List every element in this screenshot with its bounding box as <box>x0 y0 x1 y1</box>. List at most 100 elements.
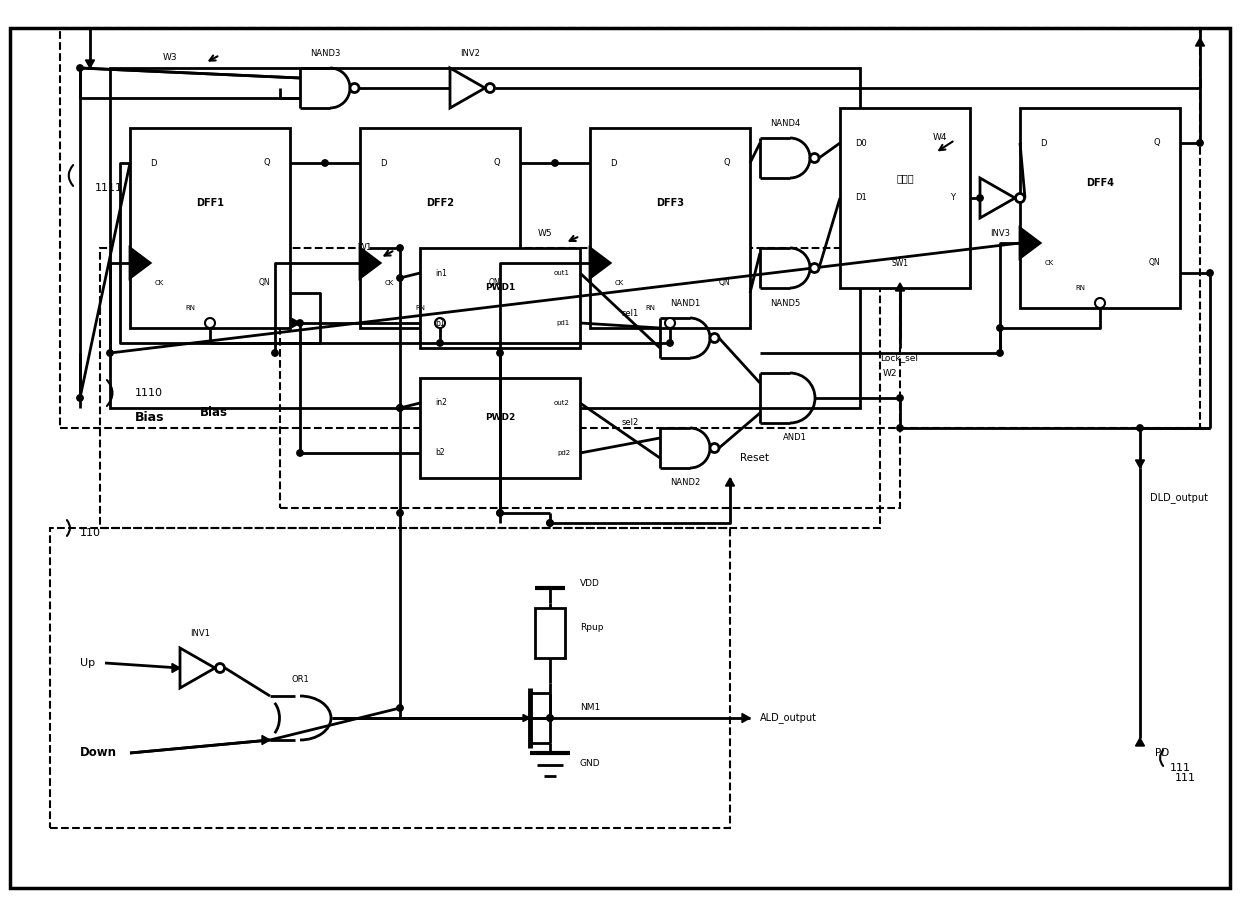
Text: sel1: sel1 <box>621 309 639 318</box>
Text: INV3: INV3 <box>990 229 1011 238</box>
Circle shape <box>667 340 673 346</box>
Circle shape <box>547 715 553 721</box>
Circle shape <box>547 519 553 527</box>
Text: in2: in2 <box>435 399 446 408</box>
Circle shape <box>205 318 215 328</box>
Text: NM1: NM1 <box>580 704 600 713</box>
Text: D: D <box>379 159 387 167</box>
Circle shape <box>497 509 503 517</box>
Circle shape <box>296 449 304 456</box>
Text: 1110: 1110 <box>135 388 162 398</box>
Text: VDD: VDD <box>580 578 600 587</box>
Polygon shape <box>86 60 94 68</box>
Text: PWD1: PWD1 <box>485 283 515 292</box>
Text: NAND4: NAND4 <box>770 119 800 127</box>
Circle shape <box>897 395 903 401</box>
Text: Q: Q <box>494 159 500 167</box>
Circle shape <box>397 705 403 711</box>
Text: NAND1: NAND1 <box>670 299 701 308</box>
Circle shape <box>497 350 503 356</box>
Text: CK: CK <box>384 280 394 286</box>
Text: D1: D1 <box>856 193 867 202</box>
Text: D0: D0 <box>856 139 867 147</box>
Bar <box>839 108 970 288</box>
Text: SW1: SW1 <box>892 259 909 268</box>
Circle shape <box>810 263 818 272</box>
Polygon shape <box>725 478 734 486</box>
Text: Y: Y <box>950 193 955 202</box>
Bar <box>110 68 861 408</box>
Polygon shape <box>895 283 904 291</box>
Text: QN: QN <box>718 279 730 288</box>
Circle shape <box>107 350 113 356</box>
Circle shape <box>897 425 903 431</box>
Text: CK: CK <box>1045 260 1054 266</box>
Text: W5: W5 <box>538 229 552 238</box>
Text: DFF2: DFF2 <box>427 198 454 208</box>
Circle shape <box>216 664 224 673</box>
Text: GND: GND <box>580 758 600 767</box>
Text: out1: out1 <box>554 270 570 276</box>
Bar <box>1021 108 1180 308</box>
Polygon shape <box>1136 738 1145 746</box>
Circle shape <box>77 64 83 71</box>
Circle shape <box>552 160 558 166</box>
Text: 111: 111 <box>1176 773 1197 783</box>
Text: Bias: Bias <box>135 411 165 425</box>
Text: DFF4: DFF4 <box>1086 178 1114 188</box>
Circle shape <box>322 160 329 166</box>
Text: 111: 111 <box>1171 763 1190 773</box>
Polygon shape <box>130 248 150 278</box>
Bar <box>60 28 1200 428</box>
Polygon shape <box>262 735 270 745</box>
Polygon shape <box>172 664 180 673</box>
Text: RN: RN <box>645 305 655 311</box>
Text: W4: W4 <box>932 133 947 143</box>
Text: Q: Q <box>723 159 730 167</box>
Text: ALD_output: ALD_output <box>760 713 817 724</box>
Text: in1: in1 <box>435 269 446 278</box>
Circle shape <box>810 153 818 163</box>
Text: QN: QN <box>1148 259 1159 268</box>
Circle shape <box>711 333 719 342</box>
Text: NAND3: NAND3 <box>310 48 340 57</box>
Bar <box>420 378 580 478</box>
Text: Lock_sel: Lock_sel <box>880 353 918 362</box>
Bar <box>590 128 750 328</box>
Circle shape <box>436 340 443 346</box>
Text: RN: RN <box>185 305 195 311</box>
Text: CK: CK <box>155 280 164 286</box>
Text: Reset: Reset <box>740 453 769 463</box>
Circle shape <box>497 509 503 517</box>
Bar <box>280 248 900 508</box>
Circle shape <box>1207 270 1213 276</box>
Text: b2: b2 <box>435 449 445 458</box>
Text: D: D <box>1040 139 1047 147</box>
Text: QN: QN <box>258 279 270 288</box>
Circle shape <box>547 519 553 527</box>
Polygon shape <box>291 319 300 328</box>
Text: PWD2: PWD2 <box>485 413 515 422</box>
Text: D: D <box>150 159 156 167</box>
Text: DFF3: DFF3 <box>656 198 684 208</box>
Circle shape <box>397 509 403 517</box>
Text: sel2: sel2 <box>621 419 639 428</box>
Circle shape <box>1016 193 1024 202</box>
Text: NAND2: NAND2 <box>670 479 701 488</box>
Circle shape <box>350 84 360 93</box>
Polygon shape <box>742 714 750 723</box>
Bar <box>360 128 520 328</box>
Polygon shape <box>360 248 379 278</box>
Circle shape <box>547 715 553 721</box>
Text: 选择器: 选择器 <box>897 173 914 183</box>
Circle shape <box>397 405 403 411</box>
Circle shape <box>977 195 983 202</box>
Polygon shape <box>523 715 529 722</box>
Polygon shape <box>1021 228 1040 258</box>
Circle shape <box>1137 425 1143 431</box>
Circle shape <box>397 245 403 252</box>
Text: W1: W1 <box>357 243 372 252</box>
Circle shape <box>997 325 1003 331</box>
Text: out2: out2 <box>554 400 570 406</box>
Text: DLD_output: DLD_output <box>1149 492 1208 503</box>
